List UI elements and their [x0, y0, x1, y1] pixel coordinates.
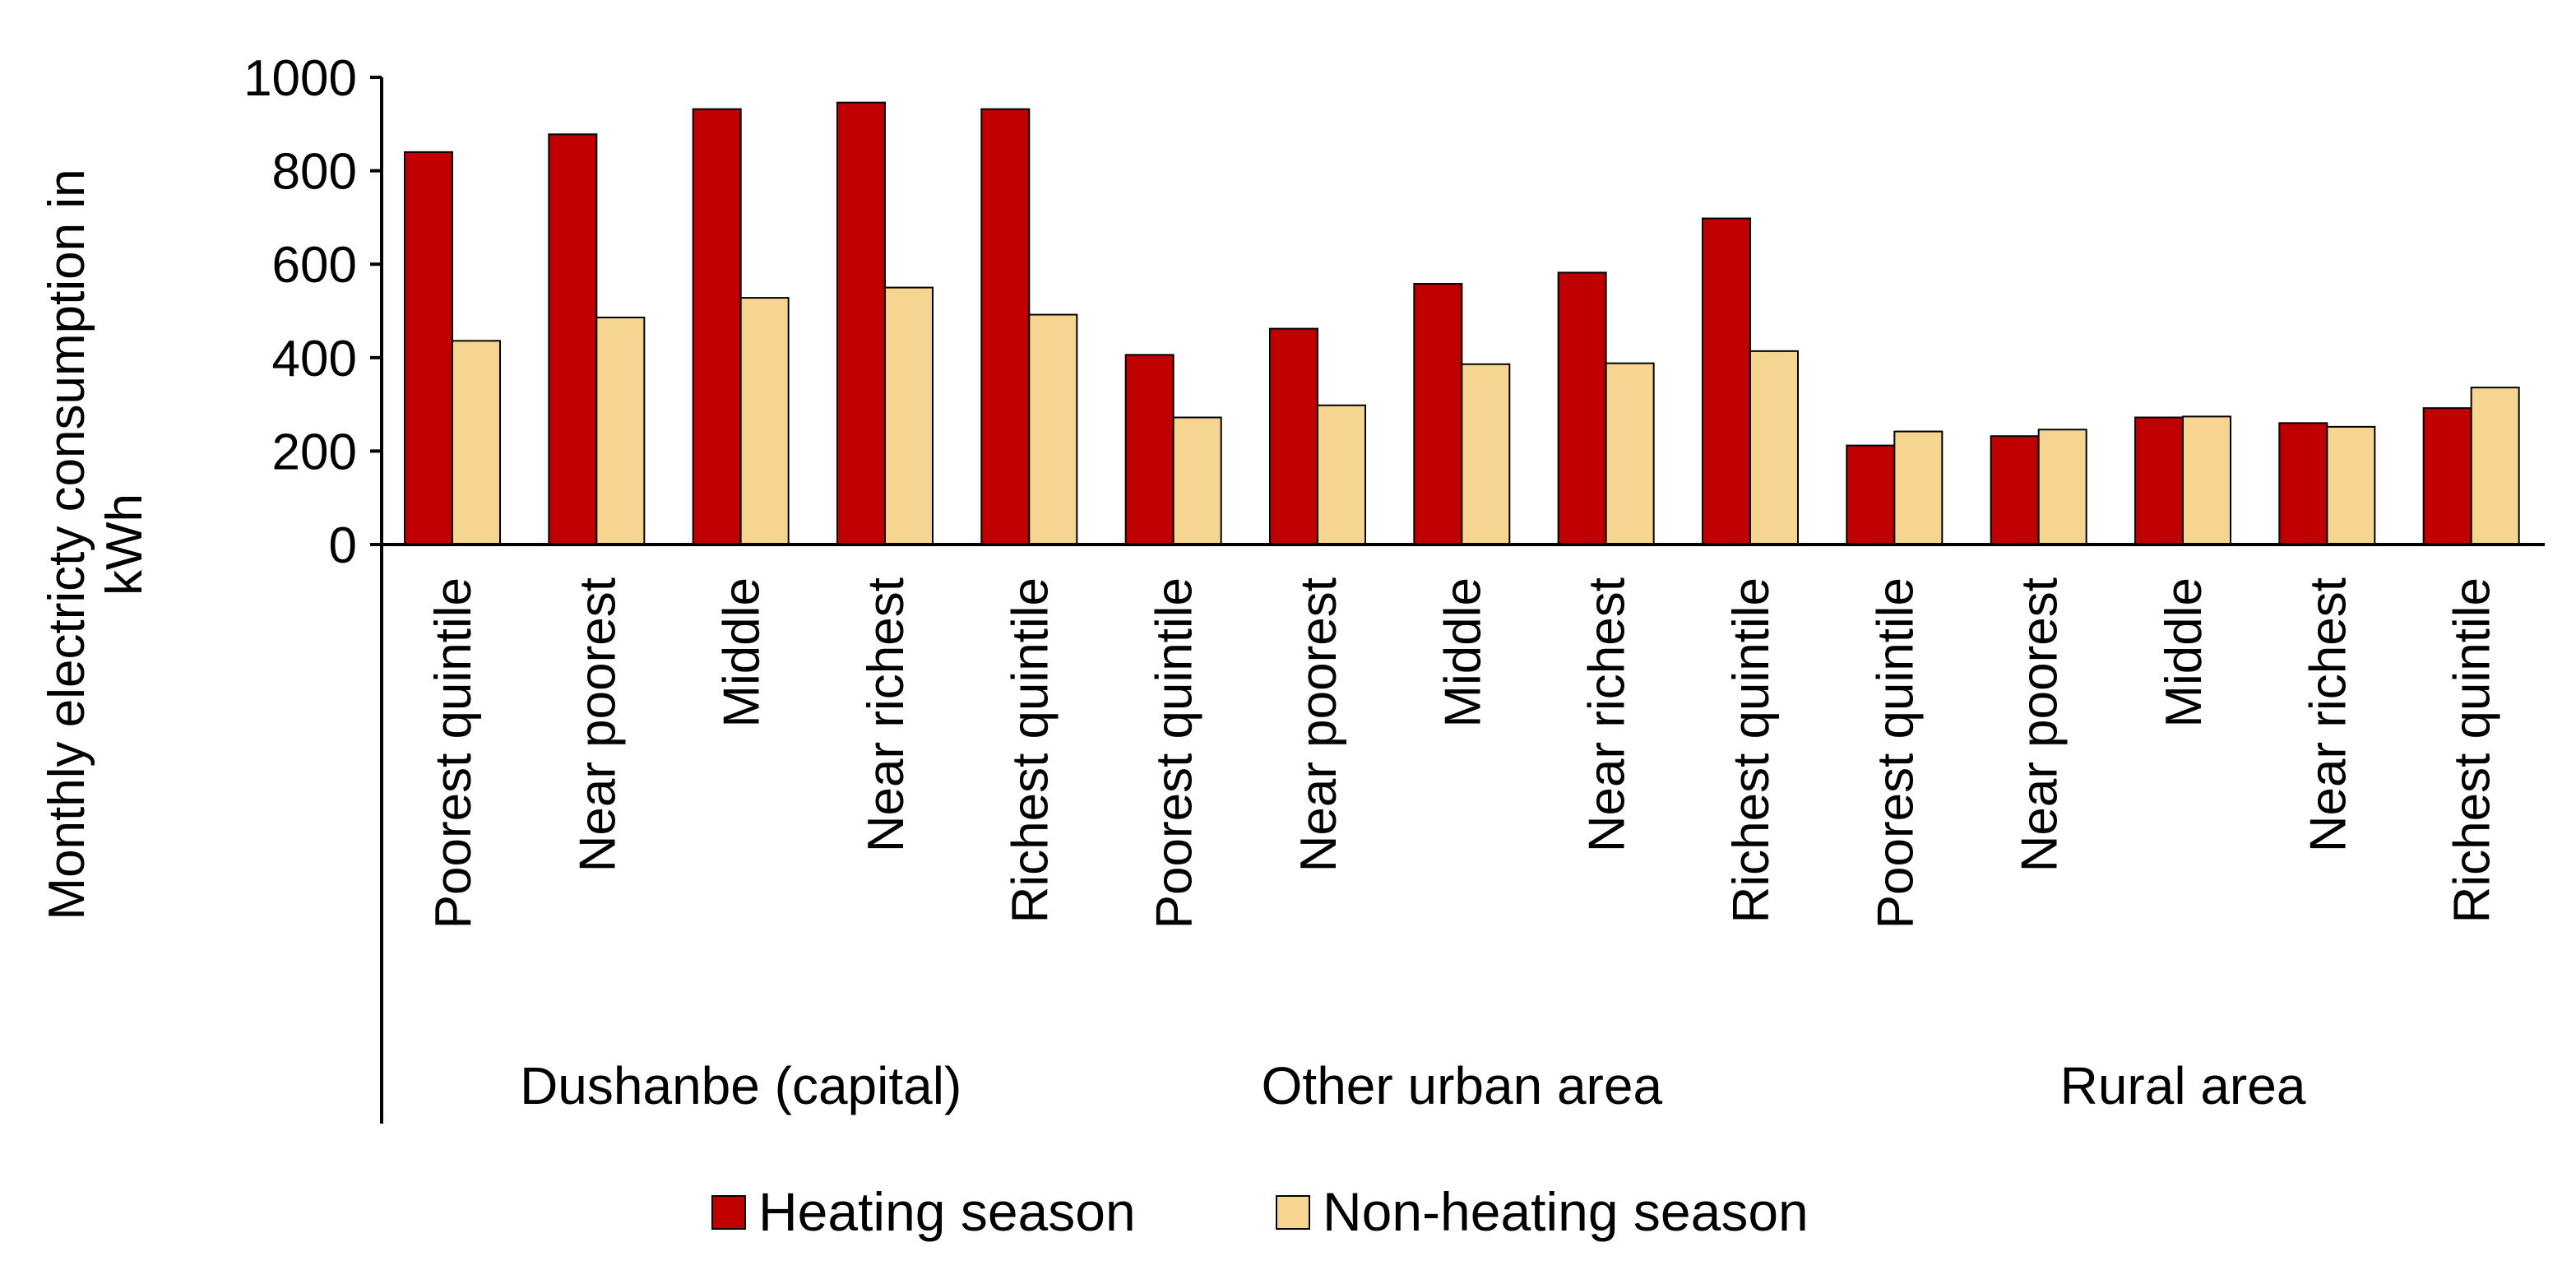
bar-heating-season — [1846, 444, 1896, 545]
y-axis-title: Monthly electricty consumption inkWh — [39, 169, 153, 920]
bar-non-heating-season — [2182, 415, 2231, 546]
x-group-label: Other urban area — [1262, 1056, 1663, 1115]
bar-non-heating-season — [1461, 363, 1511, 546]
legend-label-non-heating-season: Non-heating season — [1323, 1181, 1809, 1242]
bar-heating-season — [1557, 271, 1607, 545]
bar-non-heating-season — [739, 297, 790, 545]
y-axis-title-text: Monthly electricty consumption inkWh — [39, 169, 153, 920]
bar-heating-season — [2134, 416, 2184, 545]
bar-heating-season — [1990, 435, 2040, 545]
x-category-label: Middle — [2156, 577, 2212, 728]
bar-heating-season — [2278, 422, 2328, 545]
bar-heating-season — [404, 151, 453, 545]
x-category-label: Richest quintile — [1723, 577, 1780, 923]
bar-non-heating-season — [2326, 425, 2376, 546]
x-category-label: Near poorest — [2012, 577, 2069, 872]
y-tick-label: 600 — [272, 237, 357, 294]
y-tick-label: 1000 — [243, 50, 357, 107]
y-tick-label: 200 — [272, 424, 357, 480]
y-tick-label: 800 — [272, 144, 357, 201]
bar-non-heating-season — [1172, 416, 1222, 545]
bar-non-heating-season — [2037, 429, 2087, 545]
bar-non-heating-season — [884, 286, 934, 545]
bar-non-heating-season — [595, 316, 646, 545]
bar-heating-season — [1269, 327, 1318, 545]
bar-non-heating-season — [1893, 430, 1944, 545]
legend-swatch-non-heating-season — [1276, 1195, 1310, 1230]
x-category-label: Poorest quintile — [1147, 577, 1203, 929]
x-axis-group-labels: Dushanbe (capital) Other urban area Rural … — [520, 1056, 2306, 1115]
bar-non-heating-season — [2470, 387, 2520, 546]
x-category-label: Near poorest — [569, 577, 626, 872]
bar-non-heating-season — [1749, 350, 1799, 545]
axes — [380, 77, 2545, 1124]
x-category-label: Near richest — [1579, 577, 1636, 852]
bar-heating-season — [2422, 407, 2472, 546]
x-category-label: Middle — [714, 577, 771, 728]
x-group-label: Dushanbe (capital) — [520, 1056, 961, 1115]
x-group-label: Rural area — [2060, 1056, 2306, 1115]
bar-heating-season — [1702, 217, 1751, 545]
y-axis-title-line: Monthly electricty consumption in — [39, 169, 95, 920]
bar-non-heating-season — [1605, 362, 1655, 545]
x-category-label: Poorest quintile — [1867, 577, 1924, 929]
y-axis-title-line: kWh — [96, 494, 153, 596]
bar-heating-season — [836, 101, 886, 545]
x-category-label: Poorest quintile — [425, 577, 482, 929]
bar-heating-season — [692, 108, 742, 545]
legend: Heating season Non-heating season — [711, 1181, 1809, 1242]
bar-non-heating-season — [1028, 313, 1078, 545]
y-tick-label: 400 — [272, 331, 357, 387]
x-category-label: Middle — [1434, 577, 1491, 728]
x-category-label: Near richest — [858, 577, 915, 852]
bar-heating-season — [1413, 283, 1463, 545]
bar-heating-season — [980, 108, 1031, 545]
x-category-label: Near poorest — [1290, 577, 1347, 872]
legend-label-heating-season: Heating season — [758, 1181, 1136, 1242]
legend-swatch-heating-season — [711, 1195, 746, 1230]
x-axis-category-labels: Poorest quintile Near poorest Middle Near r… — [425, 577, 2501, 929]
bar-heating-season — [1124, 354, 1174, 545]
x-category-label: Near richest — [2300, 577, 2356, 852]
x-category-label: Richest quintile — [1002, 577, 1059, 923]
y-tick-label: 0 — [329, 517, 357, 574]
x-category-label: Richest quintile — [2444, 577, 2501, 923]
bars — [404, 101, 2520, 546]
bar-heating-season — [548, 133, 598, 546]
bar-non-heating-season — [1317, 404, 1366, 545]
y-axis-ticks: 0 200 400 600 800 1000 — [243, 50, 382, 574]
bar-non-heating-season — [452, 340, 501, 545]
